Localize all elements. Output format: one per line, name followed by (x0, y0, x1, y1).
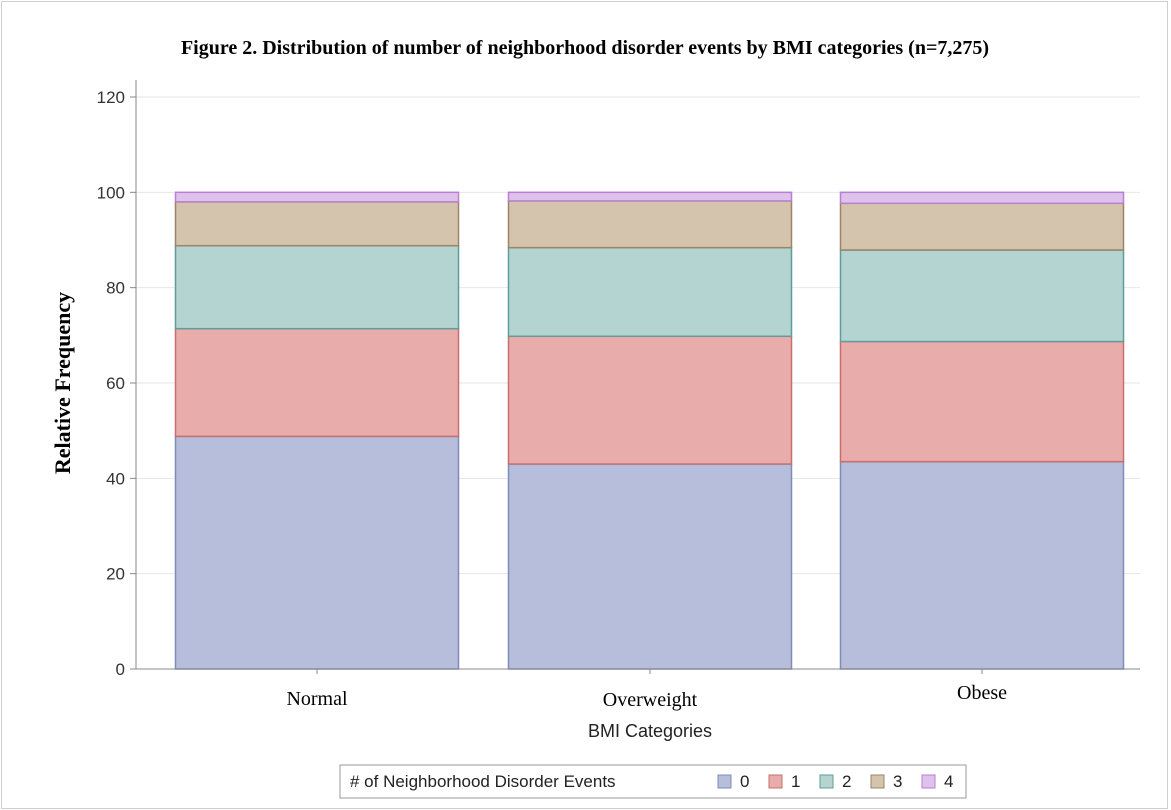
bar-segment (507, 246, 793, 338)
legend-border (339, 764, 967, 799)
bar-segment (507, 463, 793, 670)
legend-swatch (717, 774, 732, 789)
bar-segment (174, 201, 460, 247)
chart-title: Figure 2. Distribution of number of neig… (181, 37, 989, 59)
legend-label: 4 (944, 772, 953, 791)
x-category-label: Obese (957, 682, 1007, 704)
y-tick-label: 40 (106, 469, 125, 488)
bar-segment (507, 200, 793, 249)
x-category-labels: Normal Overweight Obese (286, 682, 1007, 711)
legend-label: 3 (893, 772, 902, 791)
bar-segment (839, 202, 1125, 251)
legend-swatch (819, 774, 834, 789)
legend-swatch (921, 774, 936, 789)
bar-segment (839, 191, 1125, 205)
legend: # of Neighborhood Disorder Events 0 1 2 3 4 (339, 764, 967, 799)
y-tick-label: 120 (97, 88, 125, 107)
legend-label: 2 (842, 772, 851, 791)
bar-segment (174, 435, 460, 670)
y-tick-label: 100 (97, 183, 125, 202)
y-axis-label: Relative Frequency (50, 292, 75, 474)
legend-title: # of Neighborhood Disorder Events (350, 772, 616, 791)
bar-segment (839, 249, 1125, 343)
bar-segment (507, 191, 793, 202)
bar-segment (174, 244, 460, 330)
y-tick-label: 0 (116, 660, 125, 679)
legend-label: 0 (740, 772, 749, 791)
bar-segment (839, 460, 1125, 670)
axes (135, 80, 1140, 674)
bars (174, 191, 1125, 670)
bar-segment (507, 335, 793, 465)
y-tick-label: 60 (106, 374, 125, 393)
x-axis-label: BMI Categories (588, 721, 712, 741)
legend-swatch (768, 774, 783, 789)
legend-items: 0 1 2 3 4 (717, 772, 953, 791)
bar-segment (839, 340, 1125, 463)
y-tick-label: 80 (106, 279, 125, 298)
legend-swatch (870, 774, 885, 789)
x-category-label: Overweight (603, 689, 698, 711)
bar-segment (174, 191, 460, 203)
bar-segment (174, 327, 460, 438)
legend-label: 1 (791, 772, 800, 791)
x-category-label: Normal (286, 688, 348, 710)
y-tick-label: 20 (106, 565, 125, 584)
y-tick-labels: 0 20 40 60 80 100 120 (97, 88, 125, 679)
